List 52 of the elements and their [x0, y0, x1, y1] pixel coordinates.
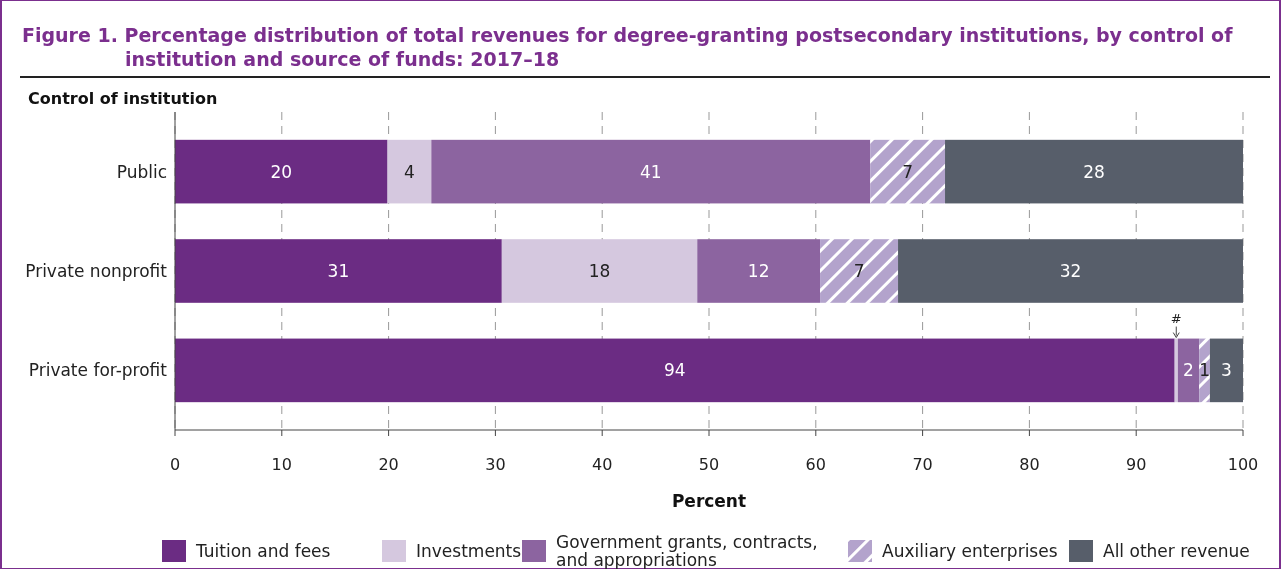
x-tick-label: 40	[592, 455, 613, 474]
legend-label: Auxiliary enterprises	[882, 541, 1058, 561]
data-label: 28	[1083, 161, 1105, 182]
y-tick-label: Private for-profit	[28, 360, 168, 381]
data-label: 1	[1199, 360, 1210, 381]
bar	[697, 239, 821, 303]
x-axis-title: Percent	[671, 491, 747, 511]
bar	[175, 139, 388, 204]
y-tick-label: Private nonprofit	[25, 261, 168, 281]
bar	[175, 338, 1175, 403]
data-label: 3	[1221, 360, 1232, 381]
bar	[1174, 338, 1178, 403]
data-label: 20	[270, 161, 293, 182]
chart-title: Figure 1. Percentage distribution of total revenues for degree-granting postsecondary institutions, by control of institution and source of funds: 2017–18	[22, 24, 1234, 70]
bar	[1199, 338, 1210, 403]
data-label: 32	[1059, 261, 1082, 281]
x-tick-label: 30	[485, 455, 506, 474]
x-tick-label: 100	[1227, 455, 1259, 474]
y-tick-label: Public	[116, 161, 167, 182]
bar	[175, 239, 502, 303]
x-tick-label: 20	[378, 455, 399, 474]
legend-label: All other revenue	[1103, 541, 1250, 561]
data-label: 2	[1183, 360, 1194, 381]
x-tick-label: 70	[912, 455, 933, 474]
data-label: 7	[902, 161, 914, 182]
bar	[387, 139, 432, 204]
x-tick-label: 0	[169, 455, 181, 474]
legend-label: Tuition and fees	[195, 541, 331, 561]
x-tick-label: 90	[1126, 455, 1147, 474]
data-label: 7	[853, 261, 865, 281]
bar	[501, 239, 698, 303]
bar	[898, 239, 1243, 303]
x-tick-label: 80	[1019, 455, 1040, 474]
bar	[1177, 338, 1200, 403]
data-label: 4	[404, 161, 415, 182]
x-tick-label: 50	[698, 455, 720, 474]
bar	[820, 239, 899, 303]
data-label: #	[1170, 310, 1182, 326]
data-label: 94	[664, 360, 686, 381]
legend-label: Government grants, contracts, and appropriations	[556, 532, 818, 569]
bar	[1209, 338, 1243, 403]
data-label: 41	[639, 161, 662, 182]
bar	[945, 139, 1243, 204]
data-label: 18	[588, 261, 611, 281]
legend-label: Investments	[416, 541, 522, 561]
x-tick-label: 60	[805, 455, 826, 474]
data-label: 31	[327, 261, 350, 281]
bar	[870, 139, 946, 204]
data-label: 12	[747, 261, 770, 281]
bar	[431, 139, 871, 204]
x-tick-label: 10	[271, 455, 292, 474]
y-axis-title: Control of institution	[28, 89, 218, 108]
